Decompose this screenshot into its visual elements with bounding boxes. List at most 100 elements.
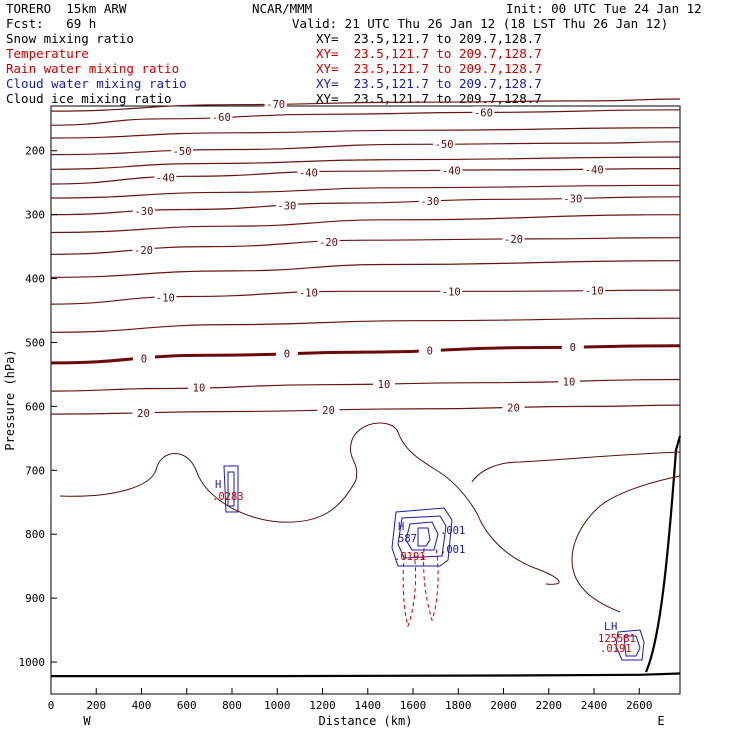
x-tick-label: 400 — [132, 699, 152, 712]
contour-label: -60 — [212, 112, 231, 124]
field-cloud-ice-label: Cloud ice mixing ratio — [6, 91, 172, 106]
y-tick-label: 900 — [25, 592, 45, 605]
x-tick-label: 1000 — [264, 699, 291, 712]
contour-label: 20 — [137, 408, 150, 420]
temperature-contour — [50, 184, 681, 199]
field-rain-xy: XY= 23.5,121.7 to 209.7,128.7 — [316, 61, 542, 76]
contour-label: 10 — [563, 376, 576, 388]
contour-label: -20 — [319, 237, 338, 249]
contour-label: -60 — [474, 107, 493, 119]
contour-label: -20 — [504, 234, 523, 246]
temperature-contour — [50, 109, 681, 126]
contour-label: 10 — [193, 383, 206, 395]
contour-label-bg — [440, 164, 463, 176]
contour-label-bg — [275, 199, 298, 211]
cloud-label: .001 — [440, 544, 465, 556]
cloud-water-contour — [391, 507, 453, 567]
contour-label-bg — [297, 286, 320, 298]
contour-label: -20 — [134, 245, 153, 257]
contour-label-bg — [558, 375, 580, 387]
model-name: TORERO 15km ARW — [6, 1, 127, 16]
x-tick-label: 2000 — [490, 699, 517, 712]
y-tick-label: 1000 — [19, 656, 46, 669]
contour-label-bg — [264, 98, 287, 110]
cloud-ice-contour — [223, 465, 239, 513]
field-rain-label: Rain water mixing ratio — [6, 61, 180, 76]
y-axis-title: Pressure (hPa) — [3, 349, 17, 450]
rain-water-contour — [423, 547, 439, 622]
cloud-water-contour — [615, 629, 645, 661]
x-axis-title: Distance (km) — [319, 714, 413, 728]
contour-label-bg — [583, 284, 606, 296]
cloud-water-contour — [405, 521, 439, 551]
temperature-contour — [50, 127, 681, 139]
contour-label: -40 — [299, 167, 318, 179]
low-marker: L — [604, 621, 610, 633]
contour-label: 0 — [141, 353, 147, 365]
west-label: W — [83, 714, 91, 728]
y-tick-label: 700 — [25, 464, 45, 477]
temperature-contour — [50, 317, 681, 333]
temperature-contour — [50, 378, 681, 392]
temperature-contour — [50, 289, 681, 305]
x-tick-label: 2400 — [581, 699, 608, 712]
valid-time: Valid: 21 UTC Thu 26 Jan 12 (18 LST Thu … — [292, 16, 669, 31]
temperature-contour — [50, 168, 681, 185]
contour-label-bg — [132, 352, 155, 364]
contour-label-bg — [154, 291, 177, 303]
contour-label-bg — [502, 233, 525, 245]
contour-label-bg — [275, 347, 298, 359]
cloud-water-contour — [623, 635, 641, 657]
contour-label-bg — [433, 138, 456, 150]
cloud-ice-contour — [227, 471, 235, 507]
y-tick-label: 600 — [25, 400, 45, 413]
y-tick-label: 400 — [25, 273, 45, 286]
high-marker: H — [611, 621, 617, 633]
x-tick-label: 1800 — [445, 699, 472, 712]
contour-label-bg — [132, 205, 155, 217]
contour-label-bg — [418, 195, 441, 207]
contour-label-bg — [583, 163, 606, 175]
temperature-contour — [50, 141, 681, 156]
cloud-water-contour — [417, 527, 431, 547]
contour-label-bg — [297, 166, 320, 178]
contour-label-bg — [171, 144, 194, 156]
contour-label: -10 — [585, 286, 604, 298]
high-marker: H — [215, 479, 221, 491]
cloud-label: 587 — [398, 533, 417, 545]
contour-label-bg — [418, 344, 441, 356]
contour-label: -10 — [156, 293, 175, 305]
x-tick-label: 2600 — [626, 699, 653, 712]
contour-label-bg — [561, 341, 584, 353]
contour-label: -50 — [435, 139, 454, 151]
contour-label-bg — [373, 377, 395, 389]
field-temperature-xy: XY= 23.5,121.7 to 209.7,128.7 — [316, 46, 542, 61]
x-tick-label: 0 — [48, 699, 55, 712]
contour-label: 0 — [284, 349, 290, 361]
rain-water-contour — [402, 551, 417, 628]
contour-label: -40 — [156, 173, 175, 185]
cloud-label: .0191 — [600, 643, 632, 655]
contour-label-bg — [440, 285, 463, 297]
field-snow-label: Snow mixing ratio — [6, 31, 134, 46]
contour-label: -10 — [299, 288, 318, 300]
y-tick-label: 200 — [25, 145, 45, 158]
contour-label-bg — [132, 243, 155, 255]
x-tick-label: 800 — [222, 699, 242, 712]
temperature-contour — [50, 404, 681, 415]
field-temperature-label: Temperature — [6, 46, 89, 61]
temperature-contour-10-wiggle — [471, 451, 681, 483]
surface-line — [50, 672, 681, 678]
contour-label: -40 — [585, 164, 604, 176]
y-tick-label: 300 — [25, 209, 45, 222]
contour-label: 20 — [507, 403, 520, 415]
contour-label: 10 — [378, 379, 391, 391]
temperature-contour — [50, 98, 681, 112]
temperature-contour — [50, 214, 681, 234]
cloud-label: .001 — [440, 525, 465, 537]
temperature-contour — [50, 260, 681, 278]
plot-frame — [50, 105, 681, 695]
x-tick-label: 2200 — [536, 699, 563, 712]
contour-label-bg — [561, 192, 584, 204]
